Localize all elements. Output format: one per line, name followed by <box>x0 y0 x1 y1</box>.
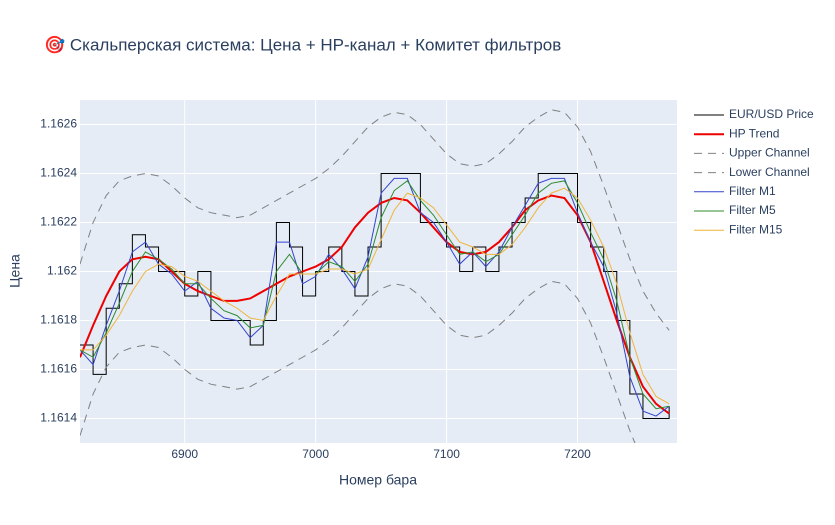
series-line <box>80 177 670 417</box>
x-axis-label: Номер бара <box>339 472 417 488</box>
legend-label: Lower Channel <box>729 165 810 179</box>
legend-label: Filter M15 <box>729 222 783 236</box>
x-tick-label: 6900 <box>171 447 198 461</box>
chart-title: 🎯 Скальперская система: Цена + HP-канал … <box>44 35 561 54</box>
y-tick-label: 1.162 <box>47 264 77 278</box>
lines <box>80 109 670 443</box>
y-tick-label: 1.1626 <box>40 117 77 131</box>
legend-label: Filter M5 <box>729 203 776 217</box>
y-tick-label: 1.1616 <box>40 362 77 376</box>
legend-label: EUR/USD Price <box>729 107 814 121</box>
series-line <box>80 109 670 331</box>
y-axis-label: Цена <box>7 254 23 288</box>
x-tick-label: 7200 <box>564 447 591 461</box>
legend-label: HP Trend <box>729 126 779 140</box>
y-tick-label: 1.1614 <box>40 411 77 425</box>
legend-label: Filter M1 <box>729 184 776 198</box>
y-tick-label: 1.1622 <box>40 215 77 229</box>
y-tick-label: 1.1618 <box>40 313 77 327</box>
x-tick-label: 7000 <box>302 447 329 461</box>
series-line <box>80 187 670 405</box>
legend-label: Upper Channel <box>729 146 810 160</box>
series-line <box>80 180 670 410</box>
legend: EUR/USD Price HP Trend Upper Channel Lower … <box>694 107 814 236</box>
y-tick-label: 1.1624 <box>40 166 77 180</box>
series-line <box>80 280 636 443</box>
series-line <box>80 194 670 415</box>
x-tick-label: 7100 <box>433 447 460 461</box>
grid <box>80 100 677 443</box>
